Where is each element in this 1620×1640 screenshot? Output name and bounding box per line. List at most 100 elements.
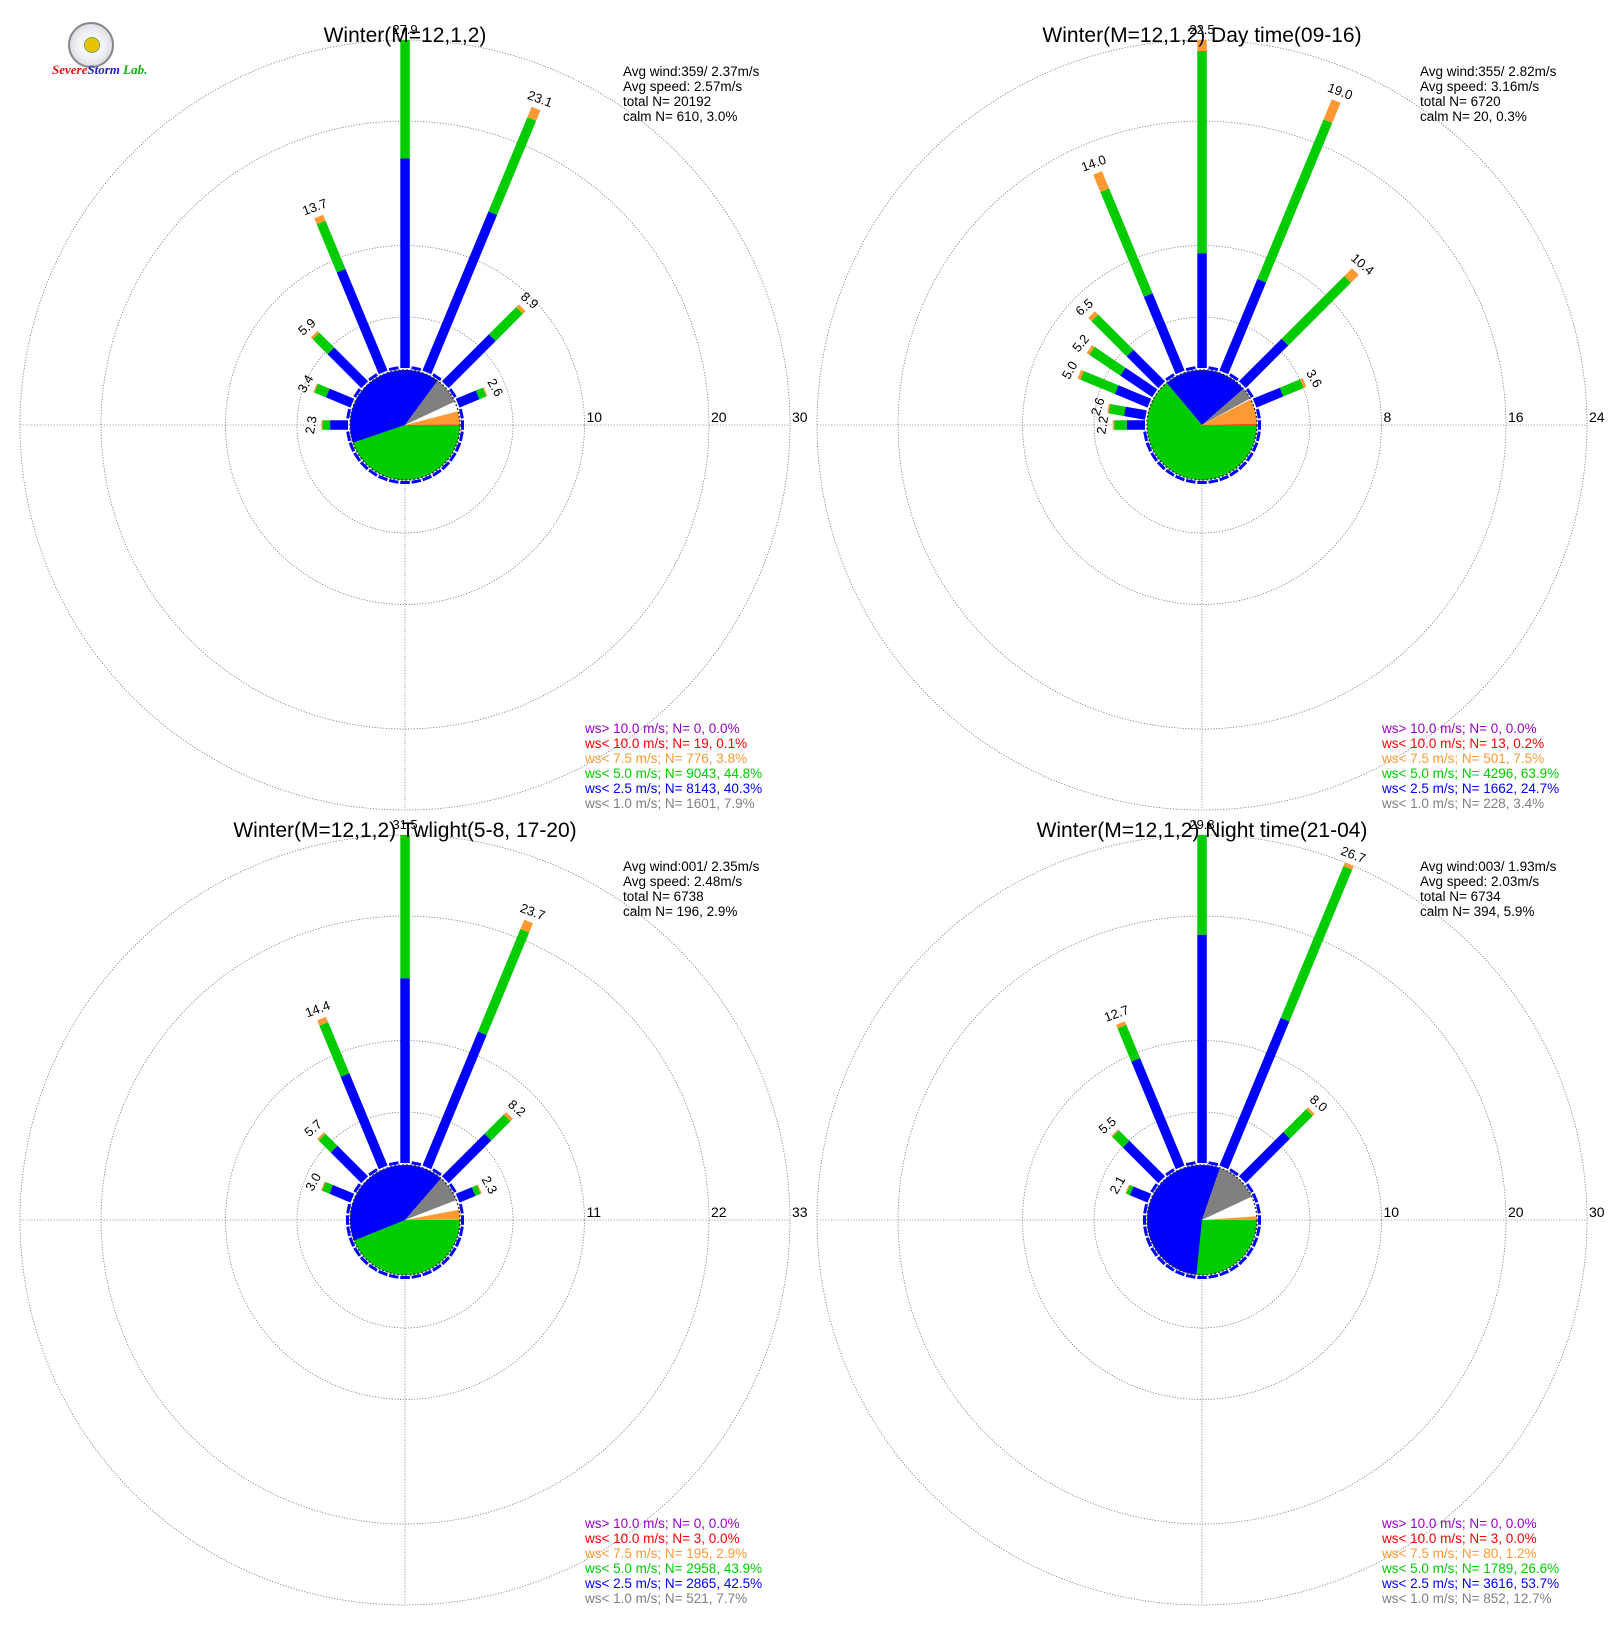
minor-bar — [432, 1168, 442, 1177]
pie-slice — [405, 380, 455, 425]
bar-segment-strong — [520, 919, 534, 933]
bar-segment-strong — [477, 1184, 482, 1194]
minor-bar — [1219, 1269, 1229, 1277]
pie-outline — [349, 369, 461, 481]
stats-line: Avg wind:001/ 2.35m/s — [623, 859, 760, 874]
minor-bar — [411, 366, 422, 371]
panel-title: Winter(M=12,1,2) Day time(09-16) — [1042, 24, 1361, 47]
legend-entry: ws< 7.5 m/s; N= 80, 1.2% — [1381, 1546, 1537, 1561]
pie-slice — [1166, 369, 1244, 425]
legend-entry: ws< 5.0 m/s; N= 9043, 44.8% — [584, 766, 762, 781]
bar-segment-calm — [400, 978, 410, 1163]
bar-segment-calm — [329, 1185, 355, 1203]
bar-value-label: 3.6 — [1303, 367, 1325, 390]
minor-bar — [1238, 461, 1248, 471]
legend-entry: ws< 5.0 m/s; N= 1789, 26.6% — [1381, 1561, 1559, 1576]
minor-bar — [1251, 442, 1259, 452]
minor-bar — [1143, 1226, 1148, 1237]
minor-bar — [353, 452, 362, 462]
pie-slice — [405, 401, 459, 425]
pie-slice — [405, 411, 460, 425]
bar-segment-calm — [1122, 1140, 1166, 1184]
bar-segment-moderate — [1280, 866, 1353, 1022]
minor-bar — [388, 1274, 399, 1279]
bar-segment-moderate — [314, 383, 330, 398]
ring-tick-label: 10 — [586, 409, 602, 425]
bar-segment-calm — [455, 1187, 476, 1203]
minor-bar — [461, 1215, 464, 1225]
pie-outline — [1146, 1164, 1258, 1276]
pie-slice — [405, 424, 461, 425]
minor-bar — [1156, 461, 1166, 471]
minor-bar — [1251, 1193, 1259, 1203]
minor-bar — [346, 1215, 349, 1225]
legend-entry: ws< 10.0 m/s; N= 3, 0.0% — [584, 1531, 740, 1546]
pie-slice — [1202, 1168, 1252, 1220]
stats-line: total N= 6738 — [623, 889, 704, 904]
minor-bar — [459, 1203, 464, 1214]
bar-segment-strong — [317, 1016, 329, 1026]
pie-slice — [349, 1164, 442, 1241]
bar-segment-strong — [1323, 99, 1341, 123]
bar-segment-strong — [516, 304, 526, 314]
minor-bar — [388, 366, 399, 371]
bar-segment-calm — [1131, 1058, 1185, 1170]
bar-segment-calm — [1219, 278, 1267, 375]
minor-bar — [353, 388, 362, 398]
ring-tick-label: 20 — [1508, 1204, 1524, 1220]
ring-tick-label: 20 — [711, 409, 727, 425]
bar-segment-moderate — [1257, 119, 1333, 283]
minor-bar — [459, 431, 464, 442]
ring-tick-label: 8 — [1383, 409, 1391, 425]
seal-icon — [68, 22, 114, 68]
ring-tick-label: 30 — [792, 409, 808, 425]
bar-segment-calm — [327, 347, 369, 389]
grid-ring — [19, 39, 791, 811]
bar-segment-strong — [1197, 40, 1207, 51]
bar-value-label: 13.7 — [300, 196, 329, 219]
bar-segment-calm — [1143, 293, 1185, 375]
bar-segment-strong — [1112, 420, 1115, 430]
minor-bar — [1229, 468, 1239, 477]
legend-entry: ws< 2.5 m/s; N= 8143, 40.3% — [584, 781, 762, 796]
pie-outline — [349, 1164, 461, 1276]
bar-value-label: 12.7 — [1102, 1002, 1131, 1025]
ring-tick-label: 24 — [1589, 409, 1605, 425]
minor-bar — [388, 479, 399, 484]
minor-bar — [368, 1168, 378, 1177]
bar-segment-calm — [1219, 1017, 1290, 1170]
minor-bar — [459, 408, 464, 419]
minor-bar — [1245, 452, 1254, 462]
bar-segment-calm — [1120, 367, 1158, 398]
legend-entry: ws< 5.0 m/s; N= 2958, 43.9% — [584, 1561, 762, 1576]
minor-bar — [1256, 408, 1261, 419]
minor-bar — [411, 479, 422, 484]
bar-segment-calm — [1238, 338, 1289, 389]
minor-bar — [461, 420, 464, 430]
bar-segment-calm — [330, 1145, 369, 1184]
pie-slice — [1202, 388, 1251, 425]
ring-tick-label: 33 — [792, 1204, 808, 1220]
bar-segment-calm — [1129, 1186, 1152, 1203]
bar-segment-calm — [455, 390, 480, 408]
bar-segment-calm — [1252, 387, 1284, 408]
bar-segment-strong — [310, 330, 320, 340]
bar-value-label: 2.3 — [479, 1173, 501, 1196]
bar-segment-calm — [340, 1073, 388, 1170]
pie-slice — [1202, 424, 1258, 425]
legend-entry: ws< 10.0 m/s; N= 19, 0.1% — [584, 736, 747, 751]
stats-line: Avg wind:359/ 2.37m/s — [623, 64, 760, 79]
bar-segment-strong — [1306, 1107, 1315, 1116]
legend-entry: ws< 1.0 m/s; N= 1601, 7.9% — [584, 796, 755, 811]
bar-segment-calm — [400, 158, 410, 368]
bar-value-label: 22.5 — [1189, 22, 1214, 37]
bar-segment-moderate — [312, 332, 335, 355]
stats-line: Avg speed: 2.03m/s — [1420, 874, 1539, 889]
bar-value-label: 2.3 — [302, 415, 320, 435]
bar-segment-calm — [441, 1133, 492, 1184]
minor-bar — [1143, 1203, 1148, 1214]
stats-line: total N= 20192 — [623, 94, 711, 109]
bar-value-label: 5.0 — [1059, 359, 1081, 382]
minor-bar — [1208, 366, 1219, 371]
